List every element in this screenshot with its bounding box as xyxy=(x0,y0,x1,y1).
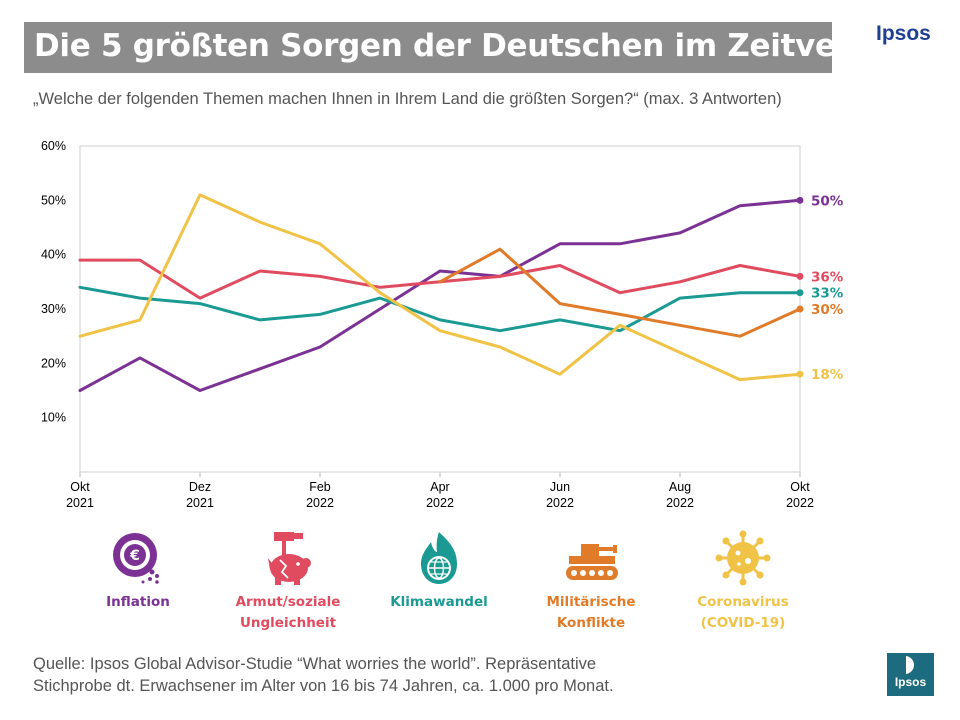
series-end-point-klima xyxy=(796,289,804,297)
plot-frame xyxy=(79,145,801,473)
series-line-militaer xyxy=(438,247,802,338)
legend-label-line1: Klimawandel xyxy=(390,594,488,610)
series-line-klima xyxy=(78,285,802,333)
x-tick-label: Okt xyxy=(70,480,90,494)
legend-label-line2: Ungleichheit xyxy=(239,615,337,631)
series-end-point-corona xyxy=(796,370,804,378)
series-end-point-armut xyxy=(796,272,804,280)
x-tick-label: Dez xyxy=(189,480,211,494)
series-end-point-inflation xyxy=(796,196,804,204)
y-tick-label: 60% xyxy=(41,139,66,153)
ipsos-logo: Ipsos xyxy=(887,653,934,696)
x-tick-label: 2022 xyxy=(426,496,454,510)
legend-label-line1: Coronavirus xyxy=(697,594,789,610)
data-label-inflation: 50% xyxy=(811,193,844,209)
virus-icon xyxy=(715,530,771,586)
y-tick-label: 10% xyxy=(41,411,66,425)
series-line-armut xyxy=(78,258,802,300)
brand-wordmark: Ipsos xyxy=(876,22,931,45)
series-end-point-militaer xyxy=(796,305,804,313)
source-line-1: Quelle: Ipsos Global Advisor-Studie “Wha… xyxy=(33,655,597,673)
legend-label-line2: Konflikte xyxy=(556,615,626,631)
x-tick-label: Apr xyxy=(430,480,449,494)
series-line-inflation xyxy=(78,198,802,392)
logo-text: Ipsos xyxy=(894,675,927,689)
x-tick-label: 2022 xyxy=(666,496,694,510)
x-tick-label: 2022 xyxy=(306,496,334,510)
survey-question: „Welche der folgenden Themen machen Ihne… xyxy=(33,90,782,108)
legend-item-klima: Klimawandel xyxy=(369,528,509,613)
y-tick-label: 40% xyxy=(41,248,66,262)
page-title: Die 5 größten Sorgen der Deutschen im Ze… xyxy=(34,28,917,64)
y-tick-label: 30% xyxy=(41,302,66,316)
x-tick-label: 2021 xyxy=(186,496,214,510)
data-label-corona: 18% xyxy=(811,367,844,383)
data-label-militaer: 30% xyxy=(811,302,844,318)
euro-coin-icon: € xyxy=(113,533,159,584)
tank-icon xyxy=(566,544,618,580)
legend-item-corona: Coronavirus (COVID-19) xyxy=(673,528,813,634)
source-line-2: Stichprobe dt. Erwachsener im Alter von … xyxy=(33,677,614,695)
x-tick-label: Okt xyxy=(790,480,810,494)
line-chart: 10% 20% 30% 40% 50% 60% Okt 2021 Dez 2021 Feb 2022 A… xyxy=(41,139,844,510)
logo-mark xyxy=(902,656,915,674)
legend-label-line1: Militärische xyxy=(546,594,636,610)
svg-text:€: € xyxy=(129,548,140,564)
legend-label-line1: Armut/soziale xyxy=(235,594,341,610)
x-tick-label: Feb xyxy=(309,480,331,494)
legend-label-line2: (COVID-19) xyxy=(700,615,786,631)
source-note: Quelle: Ipsos Global Advisor-Studie “Wha… xyxy=(33,653,614,697)
legend-label-line1: Inflation xyxy=(106,594,170,610)
data-label-klima: 33% xyxy=(811,286,844,302)
piggy-bank-hammer-icon xyxy=(268,532,311,585)
legend-item-armut: Armut/soziale Ungleichheit xyxy=(218,528,358,634)
x-tick-label: Jun xyxy=(550,480,570,494)
data-label-armut: 36% xyxy=(811,269,844,285)
y-tick-label: 20% xyxy=(41,356,66,370)
x-tick-label: 2022 xyxy=(546,496,574,510)
x-tick-label: 2021 xyxy=(66,496,94,510)
x-tick-label: 2022 xyxy=(786,496,814,510)
series-line-corona xyxy=(78,193,802,382)
legend-item-militaer: Militärische Konflikte xyxy=(521,528,661,634)
legend-item-inflation: € Inflation xyxy=(68,528,208,613)
title-banner: Die 5 größten Sorgen der Deutschen im Ze… xyxy=(24,22,917,73)
globe-flame-icon xyxy=(421,532,457,584)
x-tick-label: Aug xyxy=(669,480,691,494)
y-tick-label: 50% xyxy=(41,193,66,207)
